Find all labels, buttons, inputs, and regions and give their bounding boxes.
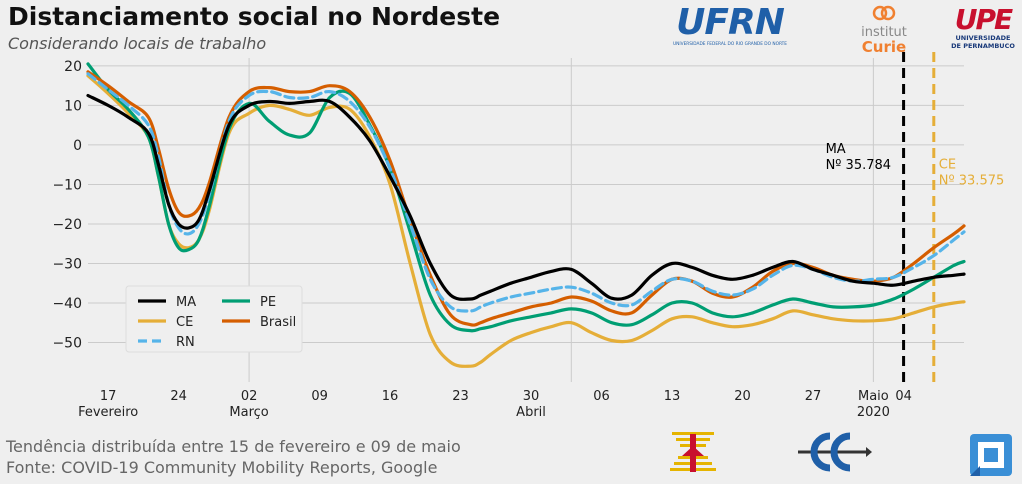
page-subtitle: Considerando locais de trabalho: [8, 34, 267, 53]
legend-label-pe: PE: [260, 295, 276, 310]
curie-logo-mark: [872, 5, 896, 21]
legend-label-ce: CE: [176, 315, 193, 330]
chart-reference-lines: [902, 52, 936, 382]
y-tick-label: 10: [64, 98, 82, 114]
x-tick-label: 16: [382, 389, 399, 404]
x-tick-sublabel: 2020: [857, 405, 890, 420]
x-tick-sublabel: Março: [229, 405, 268, 420]
x-tick-sublabel: Fevereiro: [78, 405, 138, 420]
legend-box: [125, 285, 303, 353]
annotation-ce-label: CE: [939, 158, 956, 173]
annotation-ma-label: MA: [826, 142, 846, 157]
y-tick-label: −10: [52, 177, 82, 193]
x-tick-sublabel: Abril: [516, 405, 546, 420]
x-tick-label: 20: [734, 389, 751, 404]
x-tick-label: 06: [593, 389, 610, 404]
y-tick-label: 0: [73, 138, 82, 154]
ufrn-logo: UFRN UNIVERSIDADE FEDERAL DO RIO GRANDE …: [662, 4, 798, 50]
series-line-brasil: [86, 70, 966, 327]
chart-legend: MA CE RN PE Brasil: [125, 285, 303, 353]
x-tick-label: 02: [241, 389, 258, 404]
upe-logo-caption1: UNIVERSIDADE: [955, 34, 1011, 42]
x-tick-label: Maio: [858, 389, 889, 404]
upe-logo: UPE UNIVERSIDADE DE PERNAMBUCO: [948, 6, 1018, 52]
y-tick-label: −50: [52, 335, 82, 351]
x-tick-label: 27: [805, 389, 822, 404]
footer-source-text: Fonte: COVID-19 Community Mobility Repor…: [6, 458, 438, 477]
ufrn-logo-caption: UNIVERSIDADE FEDERAL DO RIO GRANDE DO NO…: [673, 42, 787, 47]
y-tick-label: 20: [64, 59, 82, 75]
legend-label-rn: RN: [176, 335, 195, 350]
x-tick-label: 30: [523, 389, 540, 404]
series-line-pe: [86, 62, 966, 333]
chart-series: [86, 62, 966, 368]
x-tick-label: 23: [452, 389, 469, 404]
annotation-ce-value: Nº 33.575: [939, 174, 1004, 189]
x-tick-label: 09: [311, 389, 328, 404]
ufrn-logo-text: UFRN: [676, 2, 785, 43]
annotation-ma-value: Nº 35.784: [826, 158, 891, 173]
curie-logo-line1: institut: [861, 25, 907, 40]
legend-label-ma: MA: [176, 295, 196, 310]
cc-arrow-logo: [798, 432, 872, 472]
x-tick-label: 17: [100, 389, 117, 404]
x-tick-label: 04: [895, 389, 912, 404]
curie-logo-line2: Curie: [861, 38, 907, 56]
series-line-ma: [86, 93, 966, 301]
upe-logo-text: UPE: [954, 3, 1013, 36]
y-tick-label: −20: [52, 217, 82, 233]
striped-emblem-logo: [670, 432, 716, 472]
square-emblem-logo: [970, 434, 1012, 476]
upe-logo-caption2: DE PERNAMBUCO: [951, 42, 1015, 50]
x-tick-label: 13: [664, 389, 681, 404]
legend-label-brasil: Brasil: [260, 315, 296, 330]
footer-range-text: Tendência distribuída entre 15 de fevere…: [6, 437, 461, 456]
y-tick-label: −40: [52, 296, 82, 312]
curie-logo: institut Curie: [856, 4, 912, 56]
x-tick-label: 24: [170, 389, 187, 404]
y-tick-label: −30: [52, 256, 82, 272]
page-title: Distanciamento social no Nordeste: [8, 2, 501, 31]
